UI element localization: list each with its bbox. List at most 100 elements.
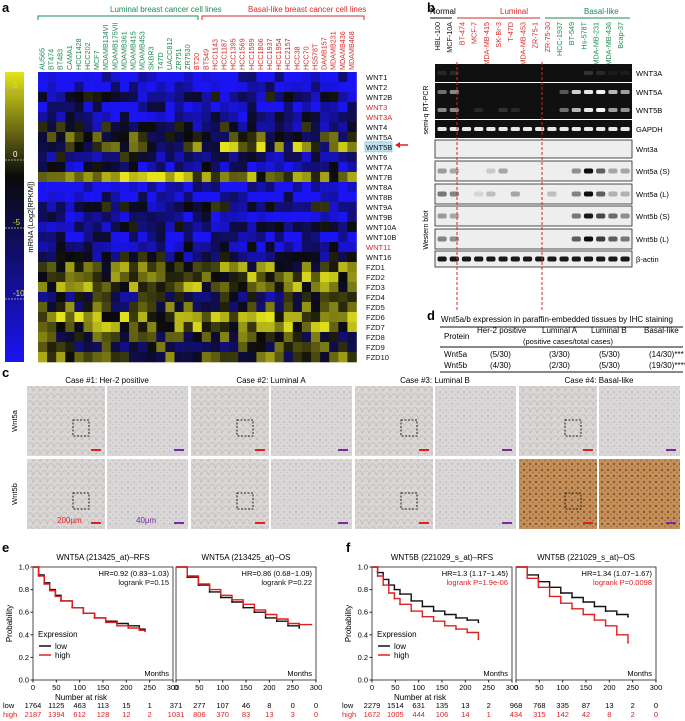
- heatmap-cell: [147, 152, 157, 163]
- heatmap-cell: [329, 72, 339, 83]
- heatmap-cell: [192, 82, 203, 93]
- gene-label: WNT10A: [366, 223, 396, 232]
- heatmap-cell: [147, 132, 157, 143]
- km-risk-high: 0: [314, 710, 318, 719]
- heatmap-cell: [83, 172, 93, 183]
- heatmap-cell: [47, 202, 57, 213]
- heatmap-cell: [220, 242, 230, 253]
- heatmap-cell: [247, 202, 257, 213]
- km-censor-point: [421, 605, 424, 608]
- heatmap-cell: [292, 322, 303, 333]
- km-censor-point: [275, 618, 278, 620]
- heatmap-cell: [210, 352, 221, 363]
- heatmap-cell: [183, 352, 193, 363]
- heatmap-cell: [347, 312, 357, 323]
- heatmap-cell: [183, 262, 193, 273]
- km-risk-high: 806: [193, 710, 206, 719]
- heatmap-cell: [119, 142, 130, 153]
- heatmap-cell: [119, 272, 130, 283]
- heatmap-cell: [320, 272, 330, 283]
- heatmap-cell: [92, 262, 102, 273]
- case-title: Case #2: Luminal A: [236, 376, 306, 385]
- heatmap-cell: [274, 92, 284, 103]
- heatmap-cell: [183, 292, 193, 303]
- heatmap-cell: [320, 92, 330, 103]
- heatmap-cell: [238, 312, 248, 323]
- heatmap-cell: [238, 282, 248, 293]
- heatmap-cell: [201, 102, 212, 113]
- heatmap-cell: [220, 192, 230, 203]
- ihc-high-mag-image: [107, 459, 188, 529]
- heatmap-cell: [229, 202, 239, 213]
- heatmap-cell: [74, 202, 84, 213]
- heatmap-cell: [220, 302, 230, 313]
- heatmap-cell: [83, 212, 93, 223]
- heatmap-cell: [56, 212, 66, 223]
- heatmap-cell: [338, 92, 348, 103]
- heatmap-cell: [238, 102, 248, 113]
- heatmap-cell: [47, 322, 57, 333]
- cell-line-label: MDAMB453: [138, 31, 147, 70]
- cell-line-label: HCC1395: [229, 38, 238, 70]
- heatmap-cell: [83, 132, 93, 143]
- wb-band: [596, 168, 606, 174]
- heatmap-cell: [110, 182, 121, 193]
- km-ytick-label: 0.4: [358, 630, 368, 639]
- heatmap-cell: [110, 322, 121, 333]
- heatmap-cell: [292, 92, 303, 103]
- cell-line-label: HCC202: [83, 42, 92, 70]
- heatmap-cell: [210, 282, 221, 293]
- heatmap-cell: [283, 212, 294, 223]
- heatmap-cell: [347, 142, 357, 153]
- heatmap-cell: [247, 272, 257, 283]
- heatmap-cell: [183, 202, 193, 213]
- heatmap-cell: [256, 282, 266, 293]
- heatmap-cell: [311, 112, 321, 123]
- heatmap-cell: [283, 262, 294, 273]
- lane-label: MDA-MB-453: [518, 22, 527, 66]
- heatmap-cell: [101, 112, 112, 123]
- heatmap-cell: [229, 142, 239, 153]
- km-censor-point: [208, 588, 211, 591]
- gene-label: FZD6: [366, 313, 385, 322]
- km-censor-point: [219, 596, 222, 599]
- km-hr-text: HR=1.34 (1.07−1.67): [582, 569, 653, 578]
- heatmap-cell: [119, 182, 130, 193]
- heatmap-cell: [329, 292, 339, 303]
- heatmap-cell: [47, 82, 57, 93]
- heatmap-cell: [229, 162, 239, 173]
- heatmap-cell: [119, 102, 130, 113]
- heatmap-cell: [320, 112, 330, 123]
- heatmap-cell: [119, 162, 130, 173]
- heatmap-cell: [347, 262, 357, 273]
- heatmap-cell: [92, 202, 102, 213]
- heatmap-cell: [192, 112, 203, 123]
- heatmap-cell: [147, 342, 157, 353]
- heatmap-cell: [92, 112, 102, 123]
- heatmap-cell: [265, 292, 275, 303]
- km-censor-point: [231, 601, 233, 603]
- wb-membrane: [434, 250, 633, 268]
- km-ylabel: Probability: [344, 605, 353, 642]
- heatmap-cell: [165, 262, 175, 273]
- heatmap-cell: [92, 172, 102, 183]
- heatmap-cell: [347, 252, 357, 263]
- heatmap-cell: [274, 332, 284, 343]
- color-scale-bar: [5, 72, 24, 362]
- heatmap-cell: [338, 222, 348, 233]
- heatmap-cell: [138, 282, 148, 293]
- heatmap-cell: [301, 332, 312, 343]
- heatmap-cell: [110, 192, 121, 203]
- heatmap-cell: [56, 102, 66, 113]
- heatmap-cell: [56, 302, 66, 313]
- km-xtick-label: 200: [459, 683, 472, 692]
- km-censor-point: [477, 638, 480, 641]
- heatmap-cell: [192, 302, 203, 313]
- heatmap-cell: [110, 162, 121, 173]
- heatmap-cell: [92, 92, 102, 103]
- heatmap-cell: [92, 122, 102, 133]
- heatmap-cell: [192, 242, 203, 253]
- heatmap-cell: [119, 232, 130, 243]
- heatmap-cell: [320, 72, 330, 83]
- heatmap-cell: [129, 122, 139, 133]
